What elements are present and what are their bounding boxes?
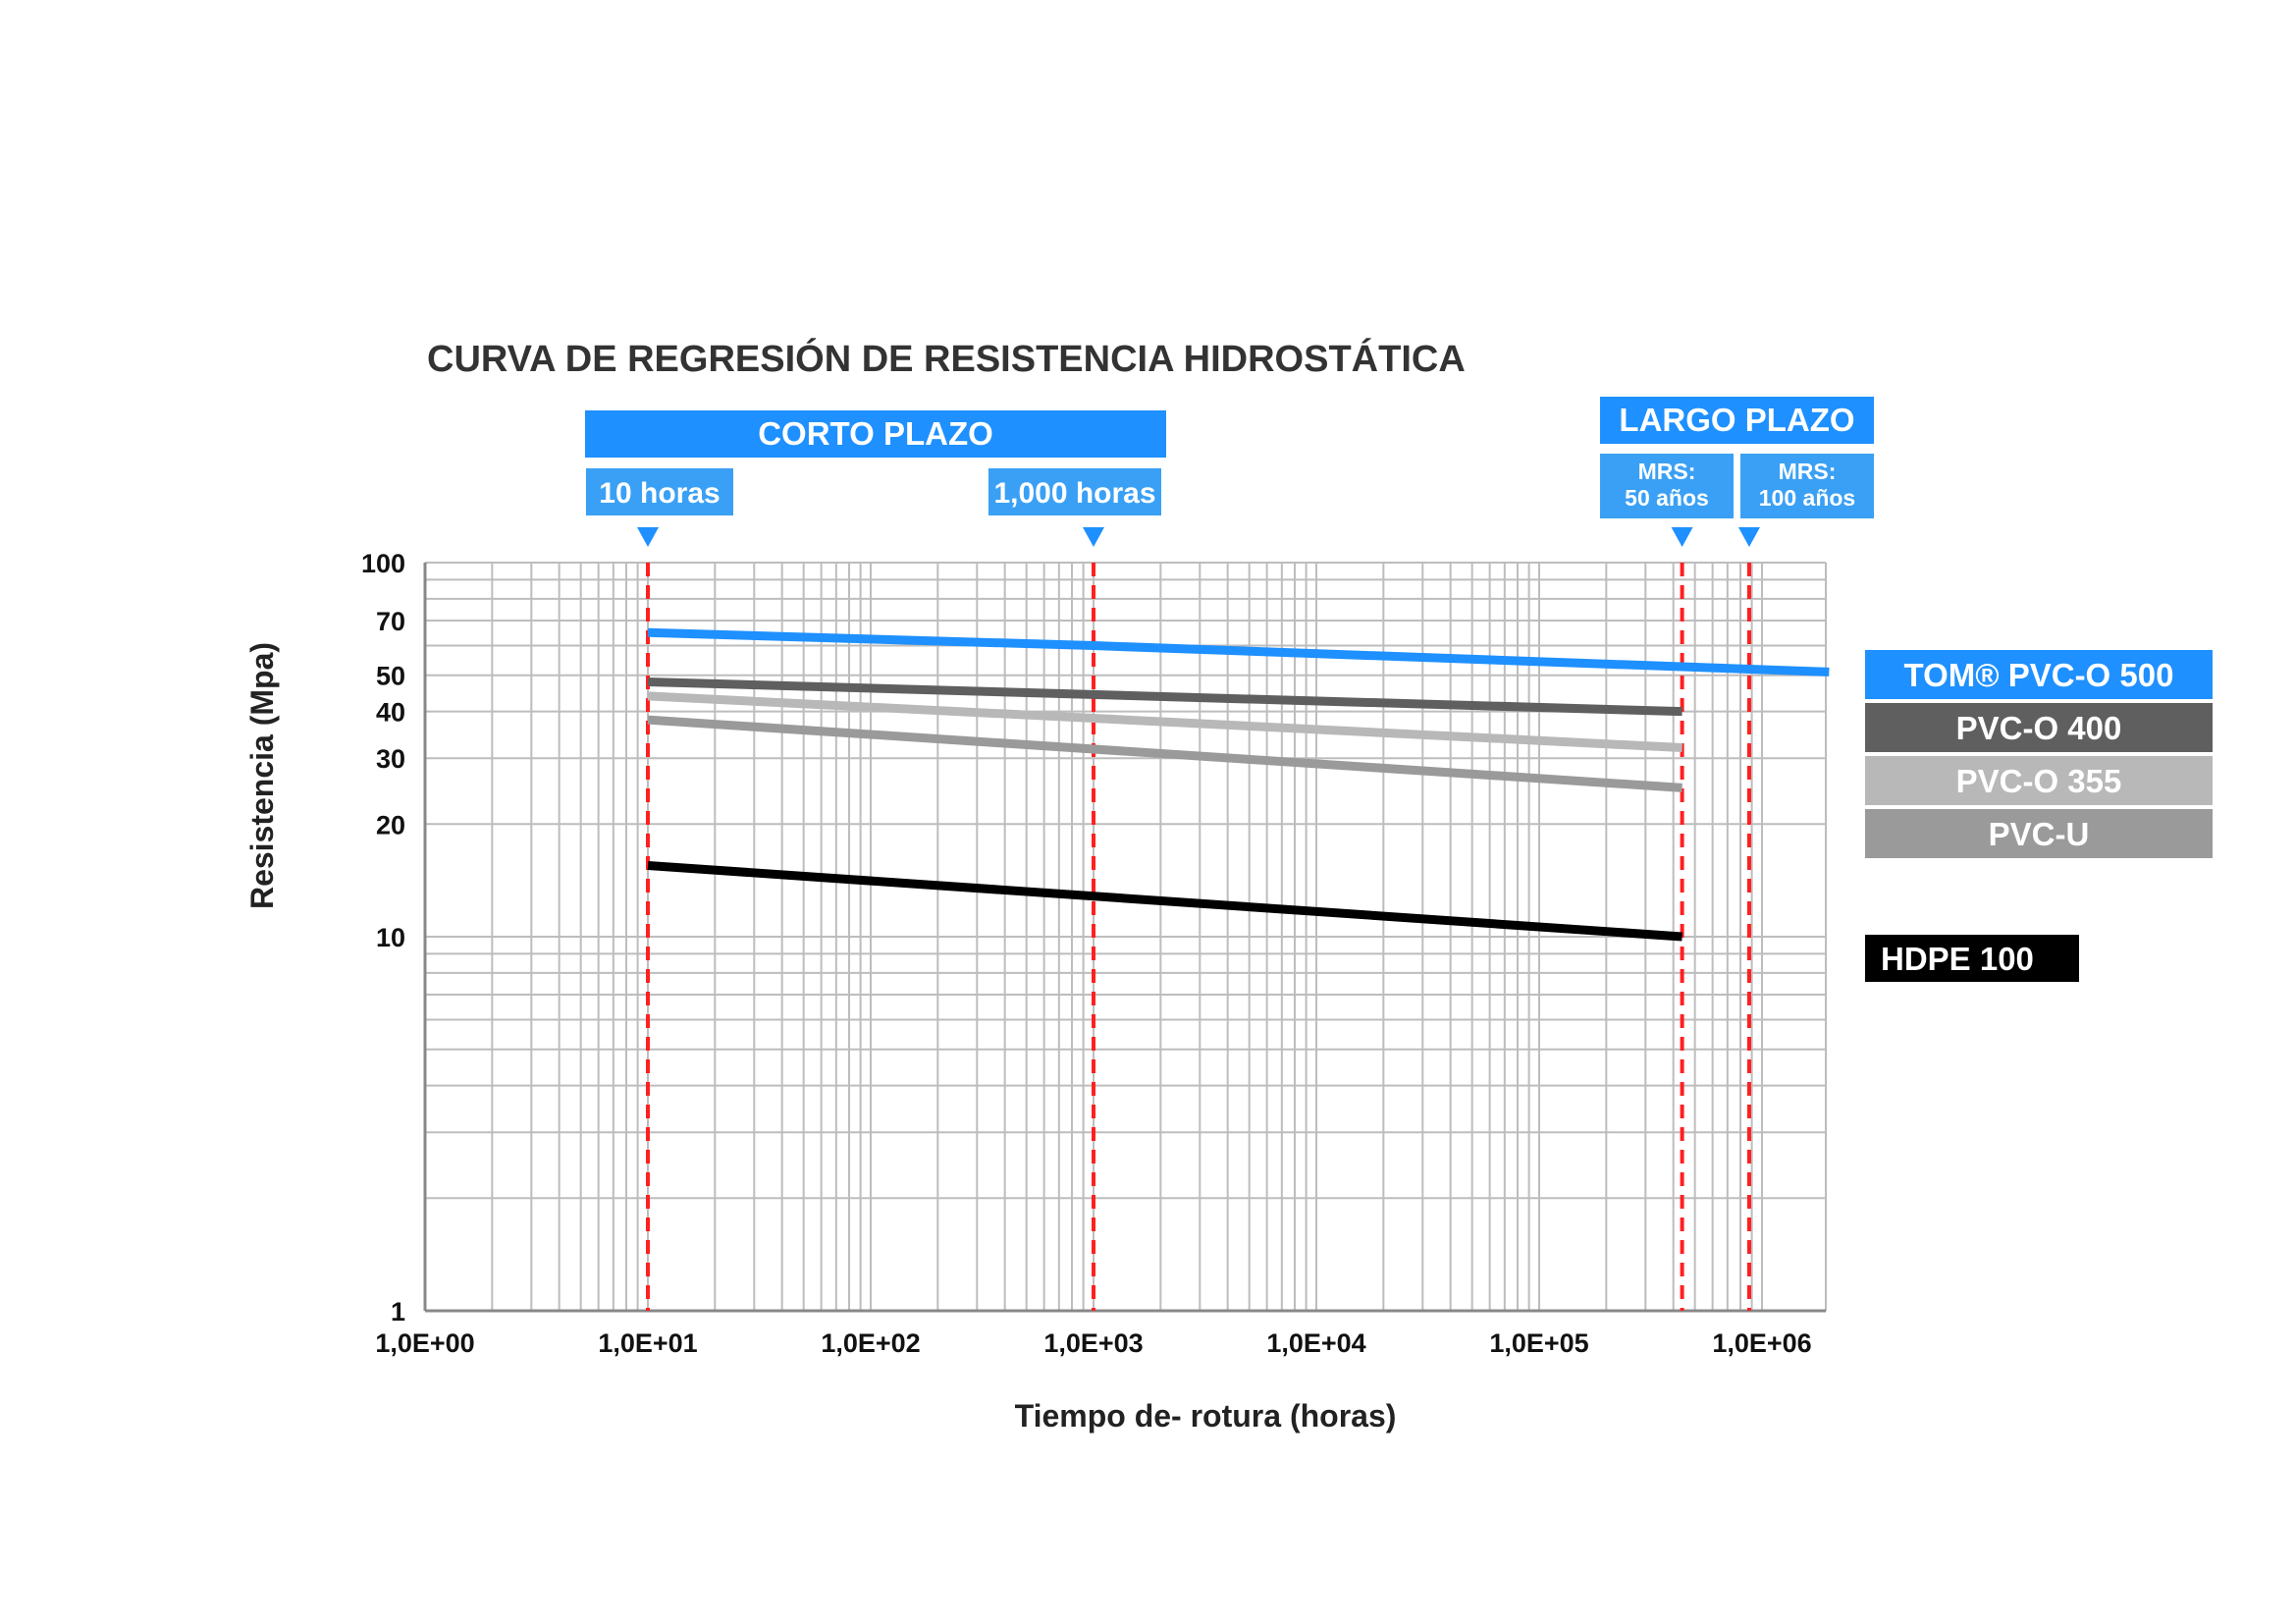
y-tick-label: 50 [376, 662, 405, 691]
series-line [647, 677, 1682, 717]
x-tick-label: 1,0E+05 [1489, 1328, 1588, 1358]
series-label-box [1865, 650, 2213, 699]
series-line [647, 715, 1682, 792]
series-label: PVC-U [1989, 816, 2090, 852]
axis-ticks: 1,0E+00 1,0E+01 1,0E+02 1,0E+03 1,0E+04 1,0E+… [361, 549, 1812, 1358]
time-marker-arrow [1737, 527, 1760, 547]
time-marker-box [1600, 454, 1734, 518]
x-axis-title: Tiempo de- rotura (horas) [1015, 1398, 1397, 1434]
x-tick-label: 1,0E+06 [1712, 1328, 1811, 1358]
time-marker-arrow [1671, 527, 1693, 547]
chart-title: CURVA DE REGRESIÓN DE RESISTENCIA HIDROS… [427, 337, 1466, 380]
time-marker-label: 10 horas [599, 477, 720, 510]
series-label: PVC-O 400 [1956, 710, 2122, 746]
x-tick-label: 1,0E+00 [375, 1328, 474, 1358]
y-tick-label: 70 [376, 607, 405, 636]
time-marker-label: 1,000 horas [993, 477, 1155, 510]
y-tick-label: 1 [391, 1297, 405, 1326]
series-line [647, 691, 1682, 753]
y-tick-label: 30 [376, 744, 405, 774]
y-tick-label: 100 [361, 549, 405, 578]
period-header-label: CORTO PLAZO [758, 415, 993, 452]
series-label-box [1865, 703, 2213, 752]
y-tick-label: 20 [376, 810, 405, 839]
series-labels: TOM® PVC-O 500 PVC-O 400 PVC-O 355 PVC-U HDP… [1865, 650, 2213, 982]
x-tick-label: 1,0E+01 [598, 1328, 697, 1358]
time-marker-label: 50 años [1625, 485, 1709, 511]
time-marker-label: MRS: [1638, 459, 1696, 484]
time-marker-label: 100 años [1759, 485, 1855, 511]
series-label: TOM® PVC-O 500 [1904, 657, 2174, 693]
time-marker-box [586, 468, 733, 515]
period-header-box [1600, 397, 1874, 444]
x-tick-label: 1,0E+04 [1266, 1328, 1365, 1358]
y-tick-label: 10 [376, 923, 405, 952]
series-line [647, 627, 1830, 677]
series-label-box [1865, 756, 2213, 805]
time-marker-arrow [637, 527, 659, 547]
x-tick-label: 1,0E+03 [1043, 1328, 1143, 1358]
time-marker-box [1740, 454, 1874, 518]
time-marker-arrow [1083, 527, 1104, 547]
series-label: PVC-O 355 [1956, 763, 2122, 799]
series-label-box [1865, 935, 2079, 982]
series-label: HDPE 100 [1881, 941, 2034, 977]
series-label-box [1865, 809, 2213, 858]
y-axis-title: Resistencia (Mpa) [244, 642, 280, 909]
x-tick-label: 1,0E+02 [821, 1328, 920, 1358]
period-header-label: LARGO PLAZO [1619, 402, 1854, 438]
grid [423, 562, 1827, 1313]
y-tick-label: 40 [376, 698, 405, 728]
series-lines [647, 627, 1830, 942]
series-line [647, 860, 1682, 942]
period-header-box [585, 410, 1166, 458]
time-marker-label: MRS: [1779, 459, 1837, 484]
time-marker-box [988, 468, 1161, 515]
